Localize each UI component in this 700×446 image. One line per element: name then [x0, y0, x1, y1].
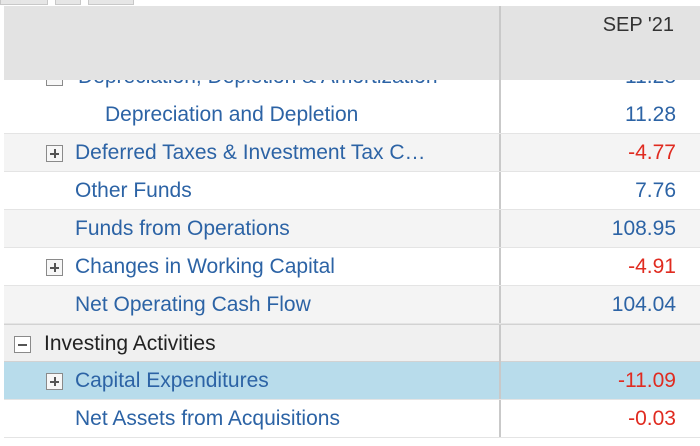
row-value: 108.95 — [611, 217, 676, 240]
row-value: 11.28 — [625, 80, 676, 89]
tab-stub[interactable] — [55, 0, 81, 5]
tab-stub[interactable] — [88, 0, 134, 5]
row-label[interactable]: Net Operating Cash Flow — [75, 293, 311, 316]
row-label[interactable]: Deferred Taxes & Investment Tax C… — [75, 141, 426, 164]
row-value: -11.09 — [618, 369, 676, 392]
header-label-cell — [4, 6, 501, 80]
table-row[interactable]: Net Operating Cash Flow 104.04 — [4, 286, 700, 324]
row-value: -4.77 — [628, 141, 676, 164]
row-label[interactable]: Depreciation and Depletion — [105, 103, 359, 126]
column-header-period[interactable]: SEP '21 — [602, 14, 674, 36]
row-label[interactable]: Changes in Working Capital — [75, 255, 335, 278]
collapse-icon[interactable] — [46, 80, 63, 86]
expand-icon[interactable] — [46, 145, 63, 162]
table-row[interactable]: Depreciation, Depletion & Amortization 1… — [4, 80, 700, 96]
row-label[interactable]: Other Funds — [75, 179, 192, 202]
row-value: 7.76 — [635, 179, 676, 202]
table-row[interactable]: Changes in Working Capital -4.91 — [4, 248, 700, 286]
row-value: -0.03 — [628, 407, 676, 430]
table-row[interactable]: Net Assets from Acquisitions -0.03 — [4, 400, 700, 438]
section-label[interactable]: Investing Activities — [44, 332, 216, 355]
top-tab-strip — [0, 0, 700, 6]
cash-flow-table: Depreciation, Depletion & Amortization 1… — [4, 80, 700, 446]
row-value: 104.04 — [611, 293, 676, 316]
table-row[interactable]: Funds from Operations 108.95 — [4, 210, 700, 248]
row-label[interactable]: Capital Expenditures — [75, 369, 269, 392]
table-row[interactable]: Depreciation and Depletion 11.28 — [4, 96, 700, 134]
row-label[interactable]: Depreciation, Depletion & Amortization — [78, 80, 478, 89]
table-header: SEP '21 — [4, 6, 700, 80]
row-value: -4.91 — [628, 255, 676, 278]
expand-icon[interactable] — [46, 259, 63, 276]
row-label[interactable]: Funds from Operations — [75, 217, 290, 240]
section-row-investing[interactable]: Investing Activities — [4, 324, 700, 362]
row-value: 11.28 — [625, 103, 676, 126]
collapse-icon[interactable] — [14, 336, 31, 353]
table-row[interactable]: Other Funds 7.76 — [4, 172, 700, 210]
expand-icon[interactable] — [46, 373, 63, 390]
table-row[interactable]: Deferred Taxes & Investment Tax C… -4.77 — [4, 134, 700, 172]
table-row-selected[interactable]: Capital Expenditures -11.09 — [4, 362, 700, 400]
tab-stub[interactable] — [0, 0, 48, 5]
row-label[interactable]: Net Assets from Acquisitions — [75, 407, 340, 430]
